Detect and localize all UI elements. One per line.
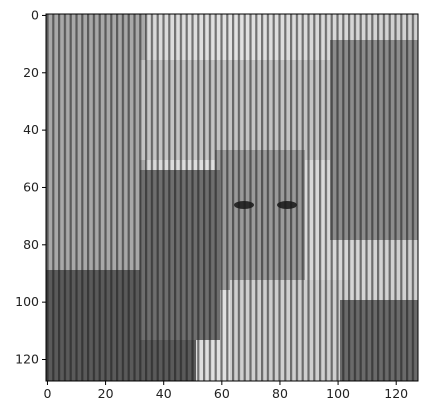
y-tick-label: 80 — [23, 237, 39, 252]
y-tick-label: 100 — [15, 294, 39, 309]
y-tick-label: 60 — [23, 179, 39, 194]
x-tick-label: 80 — [272, 386, 288, 401]
x-tick-label: 20 — [98, 386, 114, 401]
y-axis: 0 20 40 60 80 100 120 — [15, 7, 46, 366]
x-axis: 0 20 40 60 80 100 120 — [43, 381, 408, 401]
x-tick-label: 40 — [156, 386, 172, 401]
image-area — [46, 14, 418, 381]
y-tick-label: 40 — [23, 122, 39, 137]
x-tick-label: 0 — [43, 386, 51, 401]
x-tick-label: 100 — [326, 386, 350, 401]
y-tick-label: 120 — [15, 351, 39, 366]
y-tick-label: 0 — [31, 7, 39, 22]
axes-frame — [45, 13, 419, 382]
x-tick-label: 120 — [384, 386, 408, 401]
y-tick-label: 20 — [23, 65, 39, 80]
x-tick-label: 60 — [214, 386, 230, 401]
stripe-artifact — [46, 14, 418, 381]
